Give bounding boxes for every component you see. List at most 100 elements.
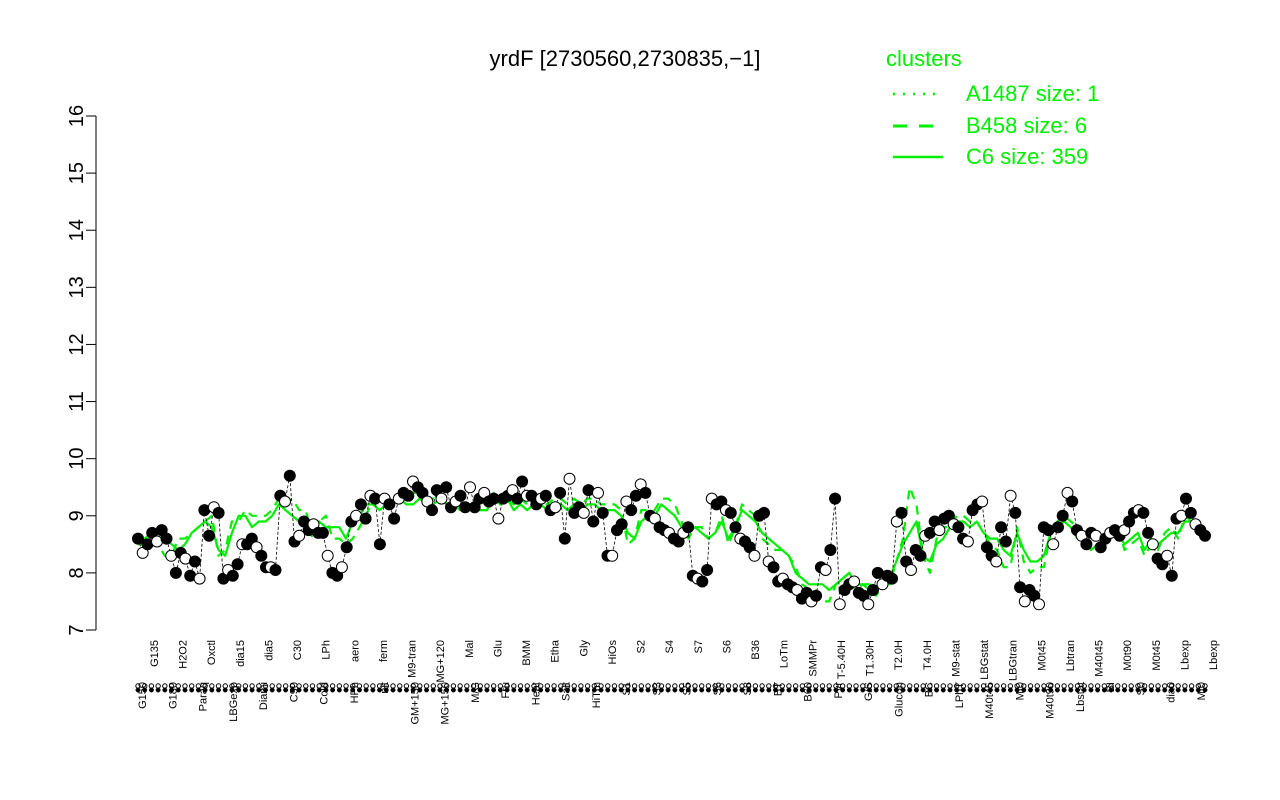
x-tick xyxy=(276,687,282,693)
data-point xyxy=(829,492,842,505)
data-point xyxy=(758,506,770,519)
data-point xyxy=(886,572,898,585)
x-tick xyxy=(611,683,618,689)
x-tick xyxy=(229,687,235,693)
x-tick-label: Glucon xyxy=(893,682,905,717)
data-point xyxy=(625,504,638,517)
x-tick xyxy=(867,687,872,693)
x-tick xyxy=(987,687,993,693)
data-points xyxy=(132,469,1211,611)
x-tick xyxy=(256,687,262,693)
data-point xyxy=(1146,538,1159,551)
data-point xyxy=(454,489,467,502)
data-point xyxy=(1004,489,1017,502)
x-tick-label: ferm xyxy=(378,640,390,662)
x-tick xyxy=(1148,687,1154,693)
x-tick xyxy=(846,683,853,689)
data-point xyxy=(340,541,353,554)
data-point xyxy=(587,515,600,528)
x-tick xyxy=(1000,683,1007,689)
x-tick xyxy=(571,683,577,689)
x-tick xyxy=(605,687,611,693)
x-tick-label: G/S xyxy=(863,682,875,701)
x-tick xyxy=(1028,687,1033,693)
data-point xyxy=(293,529,306,542)
x-tick-label: Mt0 xyxy=(1196,682,1208,700)
data-point xyxy=(1056,509,1069,522)
x-tick-label: S0 xyxy=(1135,682,1147,695)
data-point xyxy=(1142,526,1155,539)
data-point xyxy=(402,489,415,502)
x-tick xyxy=(296,687,302,693)
data-point xyxy=(810,589,823,602)
x-tick xyxy=(940,687,946,693)
x-tick-label: S6 xyxy=(721,640,733,653)
x-tick-label: M40t45 xyxy=(1094,640,1106,677)
x-tick xyxy=(316,687,322,693)
x-tick-label: SMMPr xyxy=(807,640,819,677)
x-tick xyxy=(746,687,752,693)
x-tick xyxy=(645,687,651,693)
x-tick xyxy=(1034,687,1040,693)
x-tick-label: T2.0H xyxy=(893,640,905,670)
data-point xyxy=(1009,506,1022,519)
x-tick xyxy=(886,683,893,689)
x-tick xyxy=(813,687,819,693)
x-tick xyxy=(1142,687,1148,693)
data-point xyxy=(554,486,567,499)
data-point xyxy=(1052,521,1064,534)
x-tick xyxy=(162,687,168,693)
x-tick-label: S5 xyxy=(682,682,694,695)
x-tick-label: Lbexp xyxy=(1179,640,1191,670)
x-tick xyxy=(1027,683,1034,689)
data-point xyxy=(354,498,367,511)
x-tick-label: C30 xyxy=(292,640,304,660)
x-tick xyxy=(665,687,671,693)
x-tick xyxy=(900,687,906,693)
data-point xyxy=(316,526,329,539)
x-tick xyxy=(202,687,208,693)
data-point xyxy=(867,584,879,596)
x-tick xyxy=(1014,687,1020,693)
x-tick xyxy=(471,687,476,693)
x-tick xyxy=(1148,683,1155,689)
data-point xyxy=(231,558,244,571)
data-point xyxy=(1080,538,1093,551)
data-point xyxy=(464,481,476,494)
x-tick-label: BI xyxy=(1105,682,1117,692)
x-tick xyxy=(698,683,705,689)
x-tick xyxy=(1121,683,1128,689)
x-tick xyxy=(511,683,517,689)
x-tick xyxy=(377,687,383,693)
data-point xyxy=(933,524,946,537)
x-tick xyxy=(665,683,671,689)
x-tick xyxy=(189,687,195,693)
x-tick xyxy=(1021,687,1027,693)
x-tick-label: Etha xyxy=(550,639,562,663)
x-tick xyxy=(699,687,705,693)
x-tick xyxy=(819,683,826,689)
x-tick xyxy=(336,683,343,689)
x-tick xyxy=(222,683,228,689)
x-tick xyxy=(423,683,430,689)
x-tick xyxy=(732,683,738,689)
x-tick xyxy=(1182,683,1188,689)
data-point xyxy=(914,549,927,562)
x-tick xyxy=(511,687,517,693)
x-tick xyxy=(323,687,329,693)
x-tick xyxy=(524,687,530,693)
x-tick xyxy=(370,683,376,689)
data-point xyxy=(1137,506,1150,519)
x-tick xyxy=(860,687,866,693)
x-tick xyxy=(913,683,920,689)
x-tick xyxy=(705,683,712,689)
x-tick xyxy=(913,687,919,693)
x-tick xyxy=(1202,687,1208,693)
x-tick xyxy=(1007,687,1013,693)
y-tick-label-11: 11 xyxy=(66,391,88,412)
x-tick xyxy=(484,683,490,689)
x-tick xyxy=(679,687,685,693)
x-tick xyxy=(1054,687,1060,693)
x-tick-label: Lbexp xyxy=(1208,640,1220,670)
x-tick xyxy=(155,687,161,693)
